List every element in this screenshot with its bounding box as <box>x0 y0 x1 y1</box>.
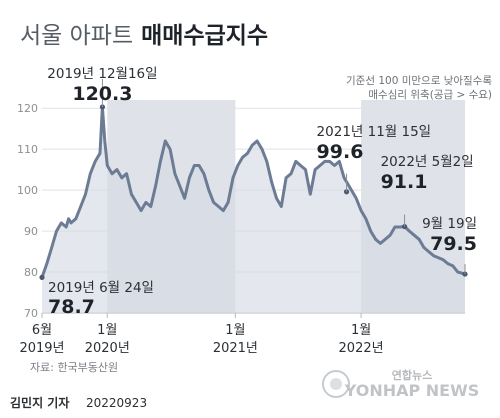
annotation-date: 2022년 5월2일 <box>381 154 474 170</box>
chart-title-light: 서울 아파트 <box>20 23 133 49</box>
yonhap-watermark: 연합뉴스 YONHAP NEWS <box>322 368 480 400</box>
chart-note-line1: 기준선 100 미만으로 낮아질수록 <box>346 75 492 87</box>
x-tick-label-top: 1월 <box>225 323 245 338</box>
chart-title-bold: 매매수급지수 <box>141 23 268 49</box>
annotation-value: 99.6 <box>317 141 364 163</box>
chart-title: 서울 아파트 매매수급지수 <box>20 23 268 49</box>
annotation-date: 2021년 11월 15일 <box>317 124 432 140</box>
credit-date: 20220923 <box>86 396 147 410</box>
y-tick-label: 120 <box>17 102 38 115</box>
x-tick-label-bottom: 2019년 <box>19 341 64 356</box>
x-tick-label-bottom: 2022년 <box>339 341 384 356</box>
x-axis-ticks: 6월 2019년 1월 2020년 1월 2021년 1월 2022년 <box>19 313 384 356</box>
annotation-value: 78.7 <box>48 296 95 318</box>
annotation-point <box>39 274 45 280</box>
annotation-date: 9월 19일 <box>422 216 477 232</box>
x-tick-label-top: 6월 <box>32 323 52 338</box>
watermark-brand: 연합뉴스 <box>392 368 432 382</box>
series-area <box>42 107 465 313</box>
series-line <box>40 105 467 279</box>
x-tick-label-top: 1월 <box>351 323 371 338</box>
source-text: 자료: 한국부동산원 <box>30 361 118 374</box>
y-tick-label: 100 <box>17 184 38 197</box>
y-tick-label: 90 <box>24 225 38 238</box>
annotation-date: 2019년 12월16일 <box>47 66 157 82</box>
y-tick-label: 70 <box>24 307 38 320</box>
series-area-fill <box>42 107 465 313</box>
y-axis-ticks: 70 80 90 100 110 120 <box>17 102 38 320</box>
series-line-group <box>40 105 467 279</box>
annotation-value: 91.1 <box>381 171 428 193</box>
x-tick-label-bottom: 2020년 <box>85 341 130 356</box>
byline: 김민지 기자 <box>10 395 69 410</box>
y-tick-label: 80 <box>24 266 38 279</box>
watermark-text: YONHAP NEWS <box>344 381 480 400</box>
annotation-value: 79.5 <box>430 233 477 255</box>
y-tick-label: 110 <box>17 143 38 156</box>
yonhap-logo-icon <box>322 370 350 398</box>
annotation-date: 2019년 6월 24일 <box>48 280 154 296</box>
x-tick-label-top: 1월 <box>97 323 117 338</box>
x-tick-label-bottom: 2021년 <box>213 341 258 356</box>
annotation-value: 120.3 <box>72 83 132 105</box>
yonhap-logo-core <box>330 378 342 390</box>
chart-note-line2: 매수심리 위축(공급 > 수요) <box>368 88 492 101</box>
